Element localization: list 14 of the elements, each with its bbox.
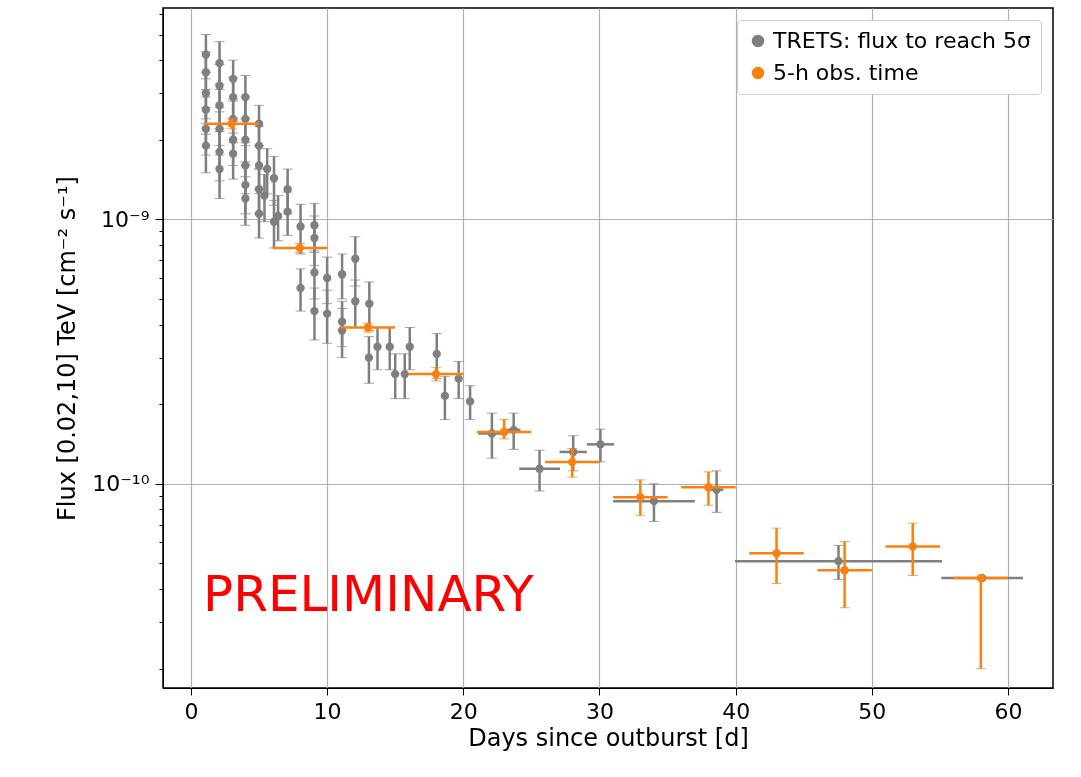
y-tick-label: 10⁻⁹ [101,206,150,232]
annotation: PRELIMINARY [203,565,535,624]
x-tick-label: 30 [585,698,614,724]
x-tick-label: 0 [184,698,199,724]
x-tick-label: 50 [858,698,887,724]
legend-label: TRETS: flux to reach 5σ [772,28,1031,53]
x-tick-label: 10 [313,698,342,724]
x-axis-title: Days since outburst [d] [468,723,749,752]
y-axis-title: Flux [0.02,10] TeV [cm⁻² s⁻¹] [53,176,82,521]
legend-label: 5-h obs. time [773,60,919,85]
x-tick-label: 60 [994,698,1023,724]
x-tick-label: 40 [722,698,751,724]
x-tick-label: 20 [449,698,478,724]
y-tick-label: 10⁻¹⁰ [92,471,150,497]
